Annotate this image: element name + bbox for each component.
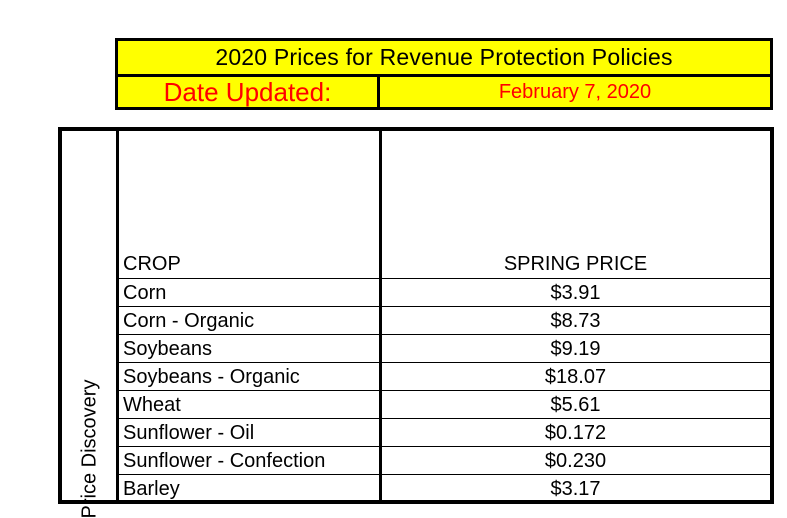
table-row: Soybeans - Organic $18.07 bbox=[119, 362, 770, 390]
spring-price-column-header: SPRING PRICE bbox=[503, 253, 648, 275]
price-grid: CROP SPRING PRICE Corn $3.91 Corn - Orga… bbox=[119, 131, 770, 500]
date-updated-value: February 7, 2020 bbox=[498, 80, 652, 103]
side-column: Price Discovery bbox=[62, 131, 119, 518]
table-row: Barley $3.17 bbox=[119, 474, 770, 502]
table-rows: CROP SPRING PRICE Corn $3.91 Corn - Orga… bbox=[119, 250, 770, 502]
price-table: Price Discovery CROP SPRING PRICE Corn $… bbox=[58, 127, 774, 518]
price-cell: $3.17 bbox=[550, 478, 601, 500]
table-row: Wheat $5.61 bbox=[119, 390, 770, 418]
price-discovery-label: Price Discovery bbox=[78, 379, 101, 518]
price-cell: $0.230 bbox=[544, 450, 607, 472]
crop-cell: Sunflower - Oil bbox=[123, 422, 255, 444]
page-title: 2020 Prices for Revenue Protection Polic… bbox=[115, 38, 773, 77]
table-row: Sunflower - Confection $0.230 bbox=[119, 446, 770, 474]
price-cell: $18.07 bbox=[544, 366, 607, 388]
crop-cell: Soybeans bbox=[123, 338, 212, 360]
price-cell: $9.19 bbox=[550, 338, 601, 360]
table-row: Corn $3.91 bbox=[119, 278, 770, 306]
date-updated-row: Date Updated: February 7, 2020 bbox=[115, 77, 773, 110]
crop-column-header: CROP bbox=[123, 253, 181, 275]
column-divider bbox=[379, 131, 382, 500]
price-cell: $3.91 bbox=[550, 282, 601, 304]
crop-cell: Barley bbox=[123, 478, 180, 500]
crop-cell: Corn - Organic bbox=[123, 310, 255, 332]
crop-cell: Soybeans - Organic bbox=[123, 366, 300, 388]
crop-cell: Corn bbox=[123, 282, 167, 304]
price-cell: $5.61 bbox=[550, 394, 601, 416]
crop-cell: Sunflower - Confection bbox=[123, 450, 326, 472]
price-cell: $8.73 bbox=[550, 310, 601, 332]
table-row: Corn - Organic $8.73 bbox=[119, 306, 770, 334]
price-header: 2020 Prices for Revenue Protection Polic… bbox=[115, 38, 773, 110]
crop-cell: Wheat bbox=[123, 394, 181, 416]
table-header-row: CROP SPRING PRICE bbox=[119, 250, 770, 278]
date-updated-label: Date Updated: bbox=[118, 77, 380, 107]
price-cell: $0.172 bbox=[544, 422, 607, 444]
table-row: Soybeans $9.19 bbox=[119, 334, 770, 362]
table-row: Sunflower - Oil $0.172 bbox=[119, 418, 770, 446]
